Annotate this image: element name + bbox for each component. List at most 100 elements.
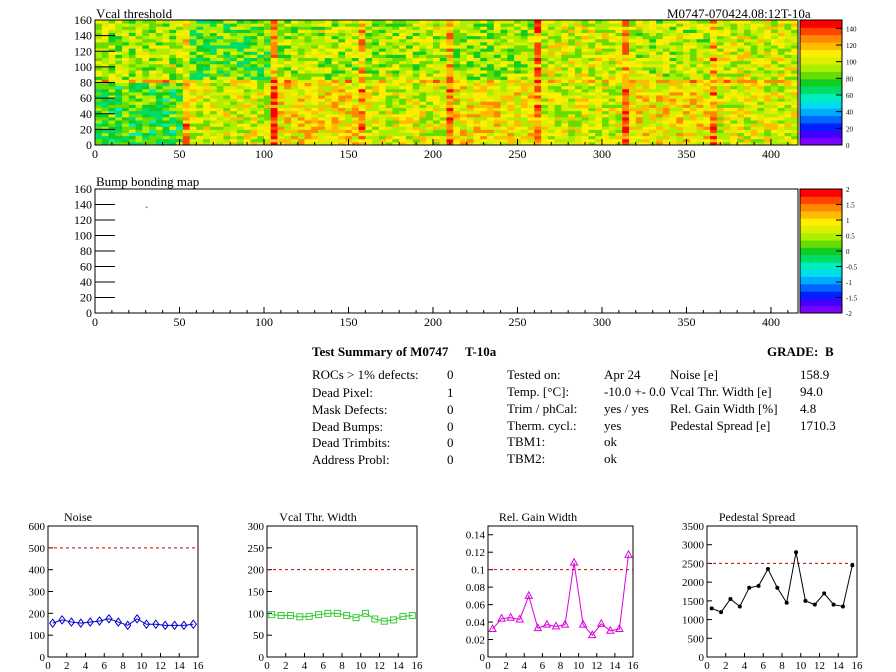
heatmap-cell [277, 123, 285, 127]
heatmap-cell [595, 101, 603, 105]
heatmap-cell [588, 54, 596, 58]
heatmap-cell [730, 104, 738, 108]
heatmap-cell [689, 104, 698, 108]
heatmap-cell [101, 48, 110, 52]
heatmap-cell [155, 48, 164, 52]
heatmap-cell [263, 141, 272, 146]
data-point [765, 567, 770, 572]
heatmap-cell [743, 91, 752, 96]
heatmap-cell [385, 51, 393, 55]
heatmap-cell [236, 41, 245, 46]
heatmap-cell [561, 45, 569, 49]
heatmap-cell [115, 41, 123, 46]
heatmap-cell [243, 70, 251, 74]
heatmap-cell [135, 113, 143, 118]
heatmap-cell [750, 104, 758, 108]
heatmap-cell [284, 104, 292, 108]
heatmap-cell [230, 107, 238, 112]
heatmap-cell [297, 135, 306, 140]
heatmap-cell [507, 51, 515, 55]
heatmap-cell [318, 123, 326, 127]
heatmap-cell [791, 85, 799, 90]
heatmap-cell [588, 101, 596, 105]
heatmap-cell [662, 104, 671, 108]
data-point [596, 618, 606, 627]
heatmap-cell [710, 101, 718, 105]
heatmap-cell [595, 110, 603, 115]
heatmap-cell [500, 120, 508, 124]
heatmap-cell [311, 51, 319, 55]
heatmap-cell [649, 60, 657, 65]
heatmap-cell [581, 98, 589, 102]
heatmap-cell [487, 41, 495, 46]
heatmap-cell [155, 38, 164, 43]
heatmap-cell [304, 66, 312, 71]
heatmap-cell [304, 138, 312, 143]
heatmap-cell [730, 141, 738, 146]
heatmap-cell [770, 107, 779, 112]
heatmap-cell [101, 41, 110, 46]
heatmap-cell [135, 107, 143, 112]
heatmap-cell [487, 60, 495, 65]
heatmap-cell [311, 98, 319, 102]
heatmap-cell [176, 60, 184, 65]
heatmap-cell [777, 82, 785, 87]
heatmap-cell [662, 45, 671, 49]
heatmap-cell [432, 63, 441, 68]
heatmap-cell [716, 32, 725, 37]
heatmap-cell [304, 91, 312, 96]
heatmap-cell [676, 38, 684, 43]
condition-value: yes [604, 418, 622, 433]
defect-value: 0 [447, 452, 454, 467]
heatmap-cell [209, 70, 218, 74]
colorbar-segment [800, 78, 842, 87]
heatmap-cell [263, 41, 272, 46]
heatmap-cell [608, 98, 616, 102]
heatmap-cell [629, 123, 637, 127]
heatmap-cell [243, 63, 251, 68]
heatmap-cell [378, 26, 387, 30]
heatmap-cell [372, 51, 380, 55]
heatmap-cell [730, 57, 738, 62]
heatmap-cell [750, 126, 758, 130]
heatmap-cell [622, 135, 630, 140]
heatmap-cell [743, 101, 752, 105]
heatmap-cell [676, 85, 684, 90]
heatmap-cell [169, 66, 177, 71]
heatmap-cell [764, 32, 772, 37]
data-point [124, 620, 132, 631]
heatmap-cell [263, 73, 272, 77]
heatmap-cell [324, 132, 333, 137]
heatmap-cell [122, 35, 130, 40]
heatmap-cell [426, 126, 434, 130]
heatmap-cell [263, 110, 272, 115]
heatmap-cell [101, 63, 110, 68]
heatmap-cell [764, 123, 772, 127]
heatmap-cell [236, 120, 245, 124]
heatmap-cell [574, 60, 583, 65]
condition-label: TBM2: [507, 451, 546, 466]
data-point [152, 619, 160, 630]
heatmap-cell [493, 101, 502, 105]
heatmap-cell [730, 88, 738, 93]
heatmap-cell [426, 135, 434, 140]
heatmap-cell [629, 73, 637, 77]
heatmap-cell [574, 20, 583, 24]
heatmap-cell [629, 63, 637, 68]
heatmap-cell [480, 48, 488, 52]
heatmap-cell [399, 141, 407, 146]
heatmap-cell [155, 132, 164, 137]
heatmap-cell [291, 95, 299, 99]
heatmap-cell [595, 88, 603, 93]
heatmap-cell [460, 120, 468, 124]
heatmap-cell [176, 123, 184, 127]
heatmap-cell [716, 98, 725, 102]
heatmap-cell [716, 91, 725, 96]
heatmap-cell [466, 23, 475, 27]
heatmap-cell [236, 135, 245, 140]
heatmap-cell [757, 135, 765, 140]
data-point [709, 606, 714, 611]
heatmap-cell [716, 85, 725, 90]
x-tick-label: 12 [155, 660, 166, 672]
heatmap-cell [480, 41, 488, 46]
